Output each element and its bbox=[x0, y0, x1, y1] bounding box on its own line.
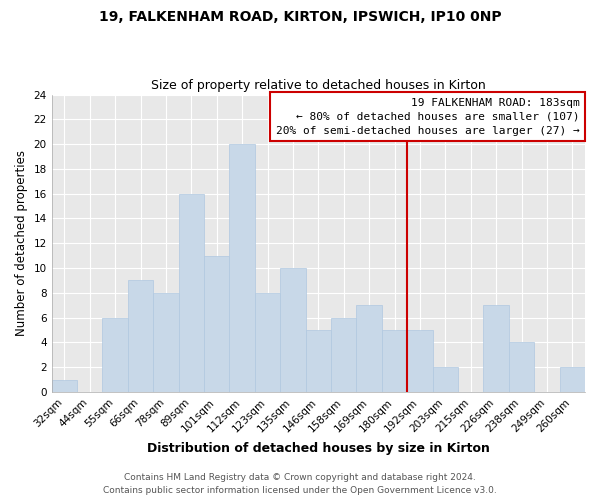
Bar bbox=[204, 256, 229, 392]
Bar bbox=[382, 330, 407, 392]
Bar bbox=[179, 194, 204, 392]
Bar bbox=[331, 318, 356, 392]
Bar bbox=[255, 293, 280, 392]
Bar bbox=[229, 144, 255, 392]
Bar bbox=[103, 318, 128, 392]
Bar bbox=[280, 268, 305, 392]
Bar bbox=[305, 330, 331, 392]
Text: 19, FALKENHAM ROAD, KIRTON, IPSWICH, IP10 0NP: 19, FALKENHAM ROAD, KIRTON, IPSWICH, IP1… bbox=[98, 10, 502, 24]
Y-axis label: Number of detached properties: Number of detached properties bbox=[15, 150, 28, 336]
Bar bbox=[52, 380, 77, 392]
Bar bbox=[153, 293, 179, 392]
Bar bbox=[560, 367, 585, 392]
Text: Contains HM Land Registry data © Crown copyright and database right 2024.
Contai: Contains HM Land Registry data © Crown c… bbox=[103, 473, 497, 495]
X-axis label: Distribution of detached houses by size in Kirton: Distribution of detached houses by size … bbox=[147, 442, 490, 455]
Bar bbox=[128, 280, 153, 392]
Bar bbox=[484, 305, 509, 392]
Title: Size of property relative to detached houses in Kirton: Size of property relative to detached ho… bbox=[151, 79, 486, 92]
Text: 19 FALKENHAM ROAD: 183sqm
← 80% of detached houses are smaller (107)
20% of semi: 19 FALKENHAM ROAD: 183sqm ← 80% of detac… bbox=[276, 98, 580, 136]
Bar bbox=[509, 342, 534, 392]
Bar bbox=[433, 367, 458, 392]
Bar bbox=[356, 305, 382, 392]
Bar bbox=[407, 330, 433, 392]
